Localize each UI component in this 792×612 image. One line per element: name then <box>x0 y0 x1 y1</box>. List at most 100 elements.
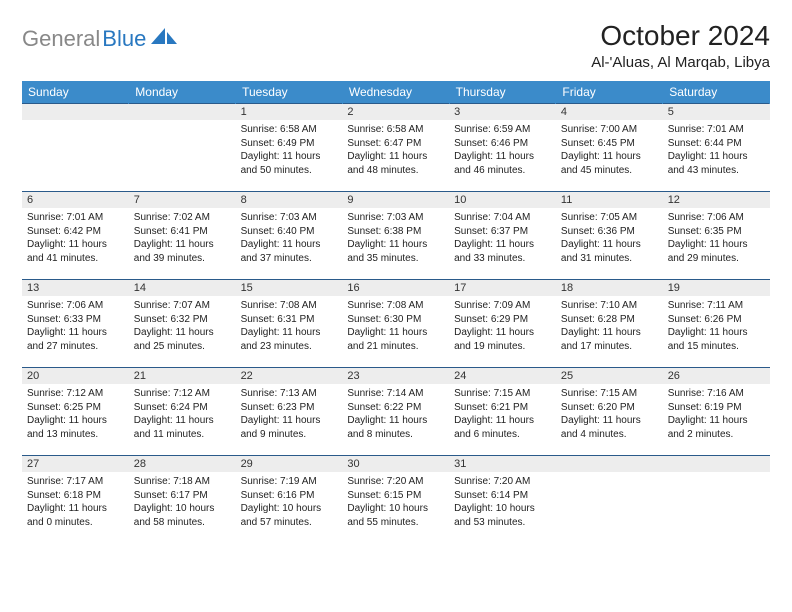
daylight-text: Daylight: 11 hours and 35 minutes. <box>347 238 444 265</box>
day-details: Sunrise: 7:06 AMSunset: 6:35 PMDaylight:… <box>663 208 770 268</box>
weekday-header: Thursday <box>449 81 556 104</box>
day-details: Sunrise: 7:09 AMSunset: 6:29 PMDaylight:… <box>449 296 556 356</box>
day-details: Sunrise: 7:18 AMSunset: 6:17 PMDaylight:… <box>129 472 236 532</box>
sunrise-text: Sunrise: 7:15 AM <box>561 387 658 401</box>
day-number: 25 <box>556 368 663 384</box>
weekday-header: Sunday <box>22 81 129 104</box>
day-details: Sunrise: 7:13 AMSunset: 6:23 PMDaylight:… <box>236 384 343 444</box>
sunrise-text: Sunrise: 7:19 AM <box>241 475 338 489</box>
day-details: Sunrise: 6:59 AMSunset: 6:46 PMDaylight:… <box>449 120 556 180</box>
daylight-text: Daylight: 11 hours and 19 minutes. <box>454 326 551 353</box>
calendar-day-cell: 17Sunrise: 7:09 AMSunset: 6:29 PMDayligh… <box>449 280 556 368</box>
day-number: 15 <box>236 280 343 296</box>
daylight-text: Daylight: 11 hours and 0 minutes. <box>27 502 124 529</box>
calendar-table: SundayMondayTuesdayWednesdayThursdayFrid… <box>22 81 770 544</box>
calendar-day-cell: 15Sunrise: 7:08 AMSunset: 6:31 PMDayligh… <box>236 280 343 368</box>
day-details: Sunrise: 7:02 AMSunset: 6:41 PMDaylight:… <box>129 208 236 268</box>
daylight-text: Daylight: 11 hours and 50 minutes. <box>241 150 338 177</box>
day-number: 30 <box>342 456 449 472</box>
sunrise-text: Sunrise: 7:11 AM <box>668 299 765 313</box>
sunrise-text: Sunrise: 7:08 AM <box>347 299 444 313</box>
calendar-day-cell: 18Sunrise: 7:10 AMSunset: 6:28 PMDayligh… <box>556 280 663 368</box>
day-number: 11 <box>556 192 663 208</box>
sunrise-text: Sunrise: 7:06 AM <box>27 299 124 313</box>
page-header: GeneralBlue October 2024 Al-'Aluas, Al M… <box>22 20 770 71</box>
day-number: 3 <box>449 104 556 120</box>
day-number <box>129 104 236 120</box>
day-details: Sunrise: 7:06 AMSunset: 6:33 PMDaylight:… <box>22 296 129 356</box>
sunrise-text: Sunrise: 7:05 AM <box>561 211 658 225</box>
day-number: 26 <box>663 368 770 384</box>
day-details: Sunrise: 7:01 AMSunset: 6:44 PMDaylight:… <box>663 120 770 180</box>
sunrise-text: Sunrise: 7:12 AM <box>134 387 231 401</box>
calendar-body: 1Sunrise: 6:58 AMSunset: 6:49 PMDaylight… <box>22 104 770 544</box>
calendar-empty-cell <box>556 456 663 544</box>
calendar-page: GeneralBlue October 2024 Al-'Aluas, Al M… <box>0 0 792 564</box>
calendar-day-cell: 11Sunrise: 7:05 AMSunset: 6:36 PMDayligh… <box>556 192 663 280</box>
day-number: 20 <box>22 368 129 384</box>
day-number: 14 <box>129 280 236 296</box>
sunrise-text: Sunrise: 7:15 AM <box>454 387 551 401</box>
sunset-text: Sunset: 6:41 PM <box>134 225 231 239</box>
sunrise-text: Sunrise: 7:01 AM <box>27 211 124 225</box>
weekday-header: Friday <box>556 81 663 104</box>
sunset-text: Sunset: 6:19 PM <box>668 401 765 415</box>
day-details: Sunrise: 7:07 AMSunset: 6:32 PMDaylight:… <box>129 296 236 356</box>
daylight-text: Daylight: 11 hours and 2 minutes. <box>668 414 765 441</box>
sunrise-text: Sunrise: 7:08 AM <box>241 299 338 313</box>
sunset-text: Sunset: 6:15 PM <box>347 489 444 503</box>
calendar-day-cell: 28Sunrise: 7:18 AMSunset: 6:17 PMDayligh… <box>129 456 236 544</box>
sunset-text: Sunset: 6:23 PM <box>241 401 338 415</box>
daylight-text: Daylight: 11 hours and 23 minutes. <box>241 326 338 353</box>
weekday-header: Wednesday <box>342 81 449 104</box>
day-details: Sunrise: 7:08 AMSunset: 6:30 PMDaylight:… <box>342 296 449 356</box>
sunset-text: Sunset: 6:32 PM <box>134 313 231 327</box>
sunrise-text: Sunrise: 7:17 AM <box>27 475 124 489</box>
day-number: 27 <box>22 456 129 472</box>
daylight-text: Daylight: 11 hours and 9 minutes. <box>241 414 338 441</box>
daylight-text: Daylight: 11 hours and 46 minutes. <box>454 150 551 177</box>
sunset-text: Sunset: 6:28 PM <box>561 313 658 327</box>
day-number: 29 <box>236 456 343 472</box>
sunrise-text: Sunrise: 6:58 AM <box>241 123 338 137</box>
calendar-day-cell: 22Sunrise: 7:13 AMSunset: 6:23 PMDayligh… <box>236 368 343 456</box>
day-number: 22 <box>236 368 343 384</box>
sunrise-text: Sunrise: 7:01 AM <box>668 123 765 137</box>
daylight-text: Daylight: 10 hours and 58 minutes. <box>134 502 231 529</box>
day-number: 13 <box>22 280 129 296</box>
day-number <box>556 456 663 472</box>
day-number: 17 <box>449 280 556 296</box>
title-block: October 2024 Al-'Aluas, Al Marqab, Libya <box>591 20 770 71</box>
day-number: 31 <box>449 456 556 472</box>
sunset-text: Sunset: 6:45 PM <box>561 137 658 151</box>
daylight-text: Daylight: 11 hours and 15 minutes. <box>668 326 765 353</box>
sunrise-text: Sunrise: 7:00 AM <box>561 123 658 137</box>
calendar-day-cell: 13Sunrise: 7:06 AMSunset: 6:33 PMDayligh… <box>22 280 129 368</box>
sunset-text: Sunset: 6:30 PM <box>347 313 444 327</box>
calendar-day-cell: 14Sunrise: 7:07 AMSunset: 6:32 PMDayligh… <box>129 280 236 368</box>
calendar-day-cell: 1Sunrise: 6:58 AMSunset: 6:49 PMDaylight… <box>236 104 343 192</box>
sunrise-text: Sunrise: 7:16 AM <box>668 387 765 401</box>
day-details: Sunrise: 7:14 AMSunset: 6:22 PMDaylight:… <box>342 384 449 444</box>
sunrise-text: Sunrise: 7:07 AM <box>134 299 231 313</box>
daylight-text: Daylight: 11 hours and 13 minutes. <box>27 414 124 441</box>
day-number: 18 <box>556 280 663 296</box>
sunset-text: Sunset: 6:40 PM <box>241 225 338 239</box>
sunrise-text: Sunrise: 7:20 AM <box>347 475 444 489</box>
sunrise-text: Sunrise: 7:18 AM <box>134 475 231 489</box>
calendar-empty-cell <box>22 104 129 192</box>
calendar-day-cell: 8Sunrise: 7:03 AMSunset: 6:40 PMDaylight… <box>236 192 343 280</box>
day-number: 12 <box>663 192 770 208</box>
day-number: 2 <box>342 104 449 120</box>
day-details: Sunrise: 7:01 AMSunset: 6:42 PMDaylight:… <box>22 208 129 268</box>
daylight-text: Daylight: 11 hours and 48 minutes. <box>347 150 444 177</box>
sunset-text: Sunset: 6:36 PM <box>561 225 658 239</box>
day-details: Sunrise: 7:17 AMSunset: 6:18 PMDaylight:… <box>22 472 129 532</box>
sunrise-text: Sunrise: 7:10 AM <box>561 299 658 313</box>
day-number: 16 <box>342 280 449 296</box>
day-details: Sunrise: 7:12 AMSunset: 6:25 PMDaylight:… <box>22 384 129 444</box>
day-number: 19 <box>663 280 770 296</box>
sunset-text: Sunset: 6:44 PM <box>668 137 765 151</box>
day-details: Sunrise: 7:19 AMSunset: 6:16 PMDaylight:… <box>236 472 343 532</box>
calendar-day-cell: 31Sunrise: 7:20 AMSunset: 6:14 PMDayligh… <box>449 456 556 544</box>
